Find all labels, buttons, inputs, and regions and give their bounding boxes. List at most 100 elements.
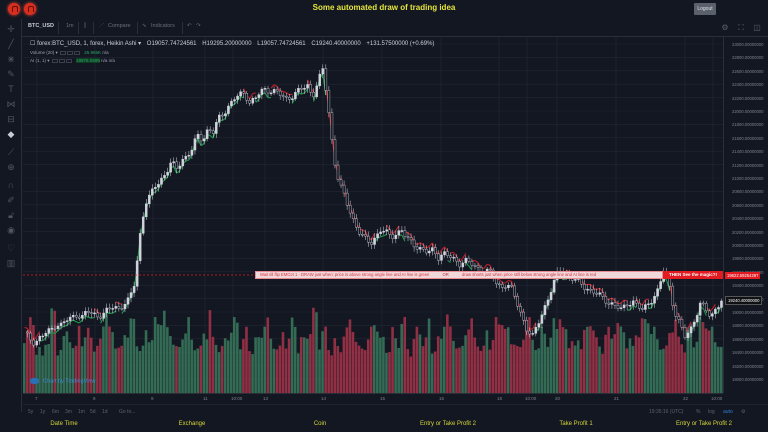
range-1m[interactable]: 1m	[78, 409, 85, 415]
toggle-icon[interactable]	[51, 58, 58, 63]
settings-icon[interactable]: ⚙	[721, 23, 729, 32]
price-label: 20800.00000000	[732, 189, 764, 195]
range-5d[interactable]: 5d	[90, 409, 96, 415]
chart-canvas[interactable]	[23, 37, 723, 393]
close-icon[interactable]	[74, 50, 81, 55]
range-1d[interactable]: 1d	[102, 409, 108, 415]
goto-button[interactable]: Go to...	[119, 409, 136, 415]
price-label: 23000.00000000	[732, 42, 764, 47]
divider	[78, 22, 79, 34]
price-axis[interactable]: 23000.00000000 22800.00000000 22600.000000…	[723, 37, 768, 393]
close-value: C19240.40000000	[311, 41, 361, 47]
divider	[137, 22, 138, 34]
column-entry-tp2: Entry or Take Profit 2	[420, 421, 476, 427]
auto-toggle[interactable]: auto	[723, 409, 733, 415]
ai-label[interactable]: AI (1, 1)	[30, 58, 47, 63]
cloud-icon	[30, 378, 39, 384]
zoom-icon[interactable]: ⊕	[7, 162, 15, 172]
volume-na: n/a	[102, 50, 109, 55]
bottom-toolbar: 5y 1y 6m 3m 1m 5d 1d Go to... 19:35:16 (…	[23, 404, 768, 418]
horizontal-line-price-tag: 19622.59254297	[725, 272, 761, 279]
time-label: 22	[683, 396, 689, 401]
symbol-search[interactable]: BTC_USD	[28, 23, 54, 29]
fullscreen-icon[interactable]: ⛶	[738, 23, 744, 32]
compare-button[interactable]: Compare	[108, 23, 131, 29]
time-label: 10:00	[711, 396, 723, 401]
price-label: 18400.00000000	[732, 350, 764, 356]
stay-drawing-icon[interactable]: ✐	[7, 195, 15, 205]
lock-icon[interactable]: 🔓︎	[8, 210, 14, 220]
price-label: 20400.00000000	[732, 216, 764, 222]
magnet-icon[interactable]: ∩	[7, 180, 15, 190]
trendline-icon[interactable]: ╱	[8, 39, 14, 49]
candlestick-chart[interactable]	[23, 37, 723, 393]
price-label: 19000.00000000	[732, 310, 764, 315]
settings-icon[interactable]	[58, 58, 65, 63]
favorite-icon[interactable]: ♡	[6, 243, 16, 253]
range-1y[interactable]: 1y	[40, 409, 46, 415]
percent-toggle[interactable]: %	[696, 409, 701, 415]
interval-selector[interactable]: 1m	[66, 23, 74, 29]
time-axis[interactable]: 7 8 9 11 10:00 13 14 15 16 18 10:00 20 21 22 10:00	[23, 393, 723, 404]
time-label: 21	[614, 396, 620, 401]
fib-icon[interactable]: ⋇	[7, 54, 15, 64]
annotation-text: Wait till flip EMOJI 1 · DRAW just when:…	[260, 272, 430, 277]
annotation-text-2: draw shorts just when price still below …	[461, 272, 597, 277]
utc-clock[interactable]: 19:35:16 (UTC)	[649, 409, 684, 415]
time-label: 14	[321, 396, 327, 401]
redo-icon[interactable]: ↷	[196, 23, 201, 29]
crosshair-icon[interactable]: ✛	[7, 24, 15, 34]
time-label: 18	[497, 396, 503, 401]
time-label: 13	[263, 396, 269, 401]
column-coin: Coin	[313, 421, 327, 427]
record-icon[interactable]	[8, 3, 20, 15]
series-legend: ☐ forex:BTC_USD, 1, forex, Heikin Ashi ▾…	[30, 40, 434, 47]
dropdown-icon[interactable]: ▾	[138, 41, 142, 47]
toggle-icon[interactable]	[60, 50, 67, 55]
indicators-button[interactable]: Indicators	[151, 23, 175, 29]
range-3m[interactable]: 3m	[65, 409, 72, 415]
volume-value: 26.965K	[84, 50, 102, 55]
volume-legend: Volume (20) ▾ 26.965K n/a	[30, 50, 109, 55]
indicators-icon: ∿	[142, 23, 147, 29]
time-label: 7	[35, 396, 38, 401]
time-label: 16	[439, 396, 445, 401]
series-name[interactable]: forex:BTC_USD, 1, forex, Heikin Ashi	[37, 41, 137, 47]
time-label: 20	[555, 396, 561, 401]
price-label: 20600.00000000	[732, 202, 764, 208]
time-label: 9	[151, 396, 154, 401]
brush-icon[interactable]: ✎	[7, 69, 15, 79]
settings-icon[interactable]: ⚙	[741, 409, 746, 415]
column-take-profit-1: Take Profit 1	[559, 421, 593, 427]
ruler-icon[interactable]: ⟋	[7, 147, 15, 157]
text-icon[interactable]: T	[8, 84, 14, 94]
log-toggle[interactable]: log	[708, 409, 715, 415]
price-label: 19800.00000000	[732, 256, 764, 262]
price-label: 18600.00000000	[732, 336, 764, 342]
record-icon[interactable]	[24, 3, 36, 15]
screenshot-icon[interactable]: ◫	[753, 23, 761, 32]
range-6m[interactable]: 6m	[52, 409, 59, 415]
settings-icon[interactable]	[67, 50, 74, 55]
compare-icon: ⋰	[99, 23, 105, 29]
pattern-icon[interactable]: ⋈	[6, 99, 16, 109]
trash-icon[interactable]: ▥	[6, 258, 16, 268]
price-label: 18800.00000000	[732, 323, 764, 329]
series-toggle-icon[interactable]: ☐	[30, 41, 36, 47]
logout-button[interactable]: Logout	[694, 3, 716, 15]
volume-label[interactable]: Volume (20)	[30, 50, 55, 55]
data-columns-footer: Date Time Exchange Coin Entry or Take Pr…	[0, 418, 768, 432]
candles-icon[interactable]: ⫿	[84, 23, 86, 29]
divider	[93, 22, 94, 34]
price-label: 21600.00000000	[732, 135, 764, 141]
tradingview-watermark[interactable]: Chart by TradingView	[30, 378, 95, 384]
price-label: 18000.00000000	[732, 377, 764, 382]
price-label: 22200.00000000	[732, 95, 764, 101]
eye-icon[interactable]: ◉	[7, 225, 15, 235]
arrow-back-icon[interactable]: ◆	[7, 129, 15, 139]
close-icon[interactable]	[65, 58, 72, 63]
range-5y[interactable]: 5y	[28, 409, 34, 415]
measure-icon[interactable]: ⊟	[7, 114, 15, 124]
undo-icon[interactable]: ↶	[187, 23, 192, 29]
